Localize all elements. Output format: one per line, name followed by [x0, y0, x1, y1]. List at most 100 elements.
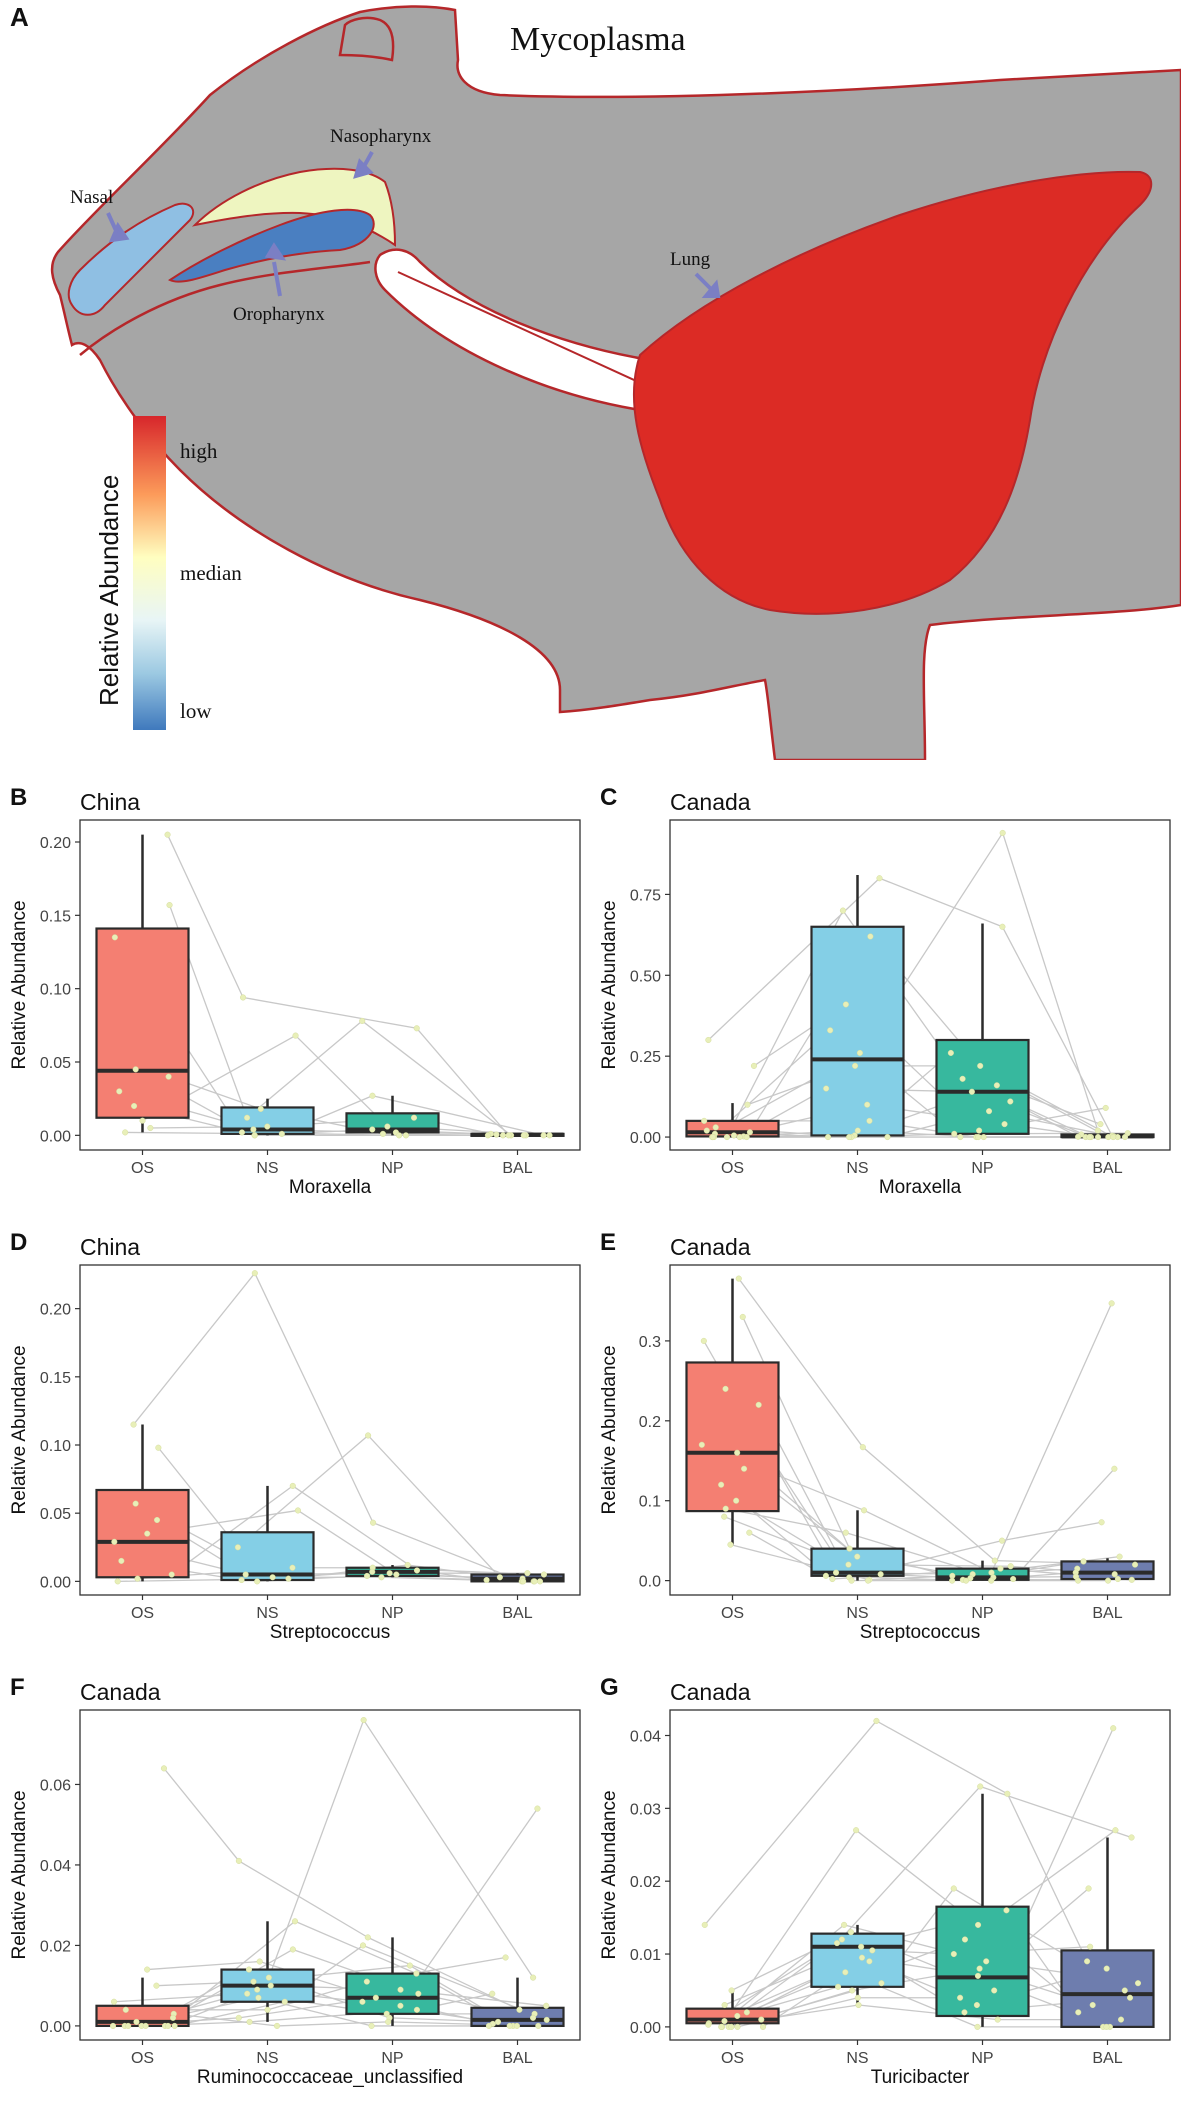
pair-line [704, 1720, 877, 1926]
data-point [1075, 1133, 1082, 1140]
data-point [856, 1049, 863, 1056]
chart-title: Canada [670, 1679, 751, 1705]
data-point [700, 1337, 707, 1344]
x-tick-label: OS [131, 2050, 154, 2067]
data-point [961, 2009, 968, 2016]
data-point [950, 1950, 957, 1958]
data-point [855, 2001, 862, 2009]
data-point [160, 1765, 167, 1772]
data-point [852, 1062, 859, 1069]
data-point [125, 2022, 132, 2029]
y-tick-label: 0.00 [40, 1574, 71, 1591]
data-point [759, 2023, 767, 2030]
data-point [372, 1994, 379, 2001]
data-point [1121, 1134, 1129, 1141]
x-tick-label: OS [131, 1605, 154, 1622]
pair-line [363, 1719, 534, 1978]
y-tick-label: 0.10 [40, 1438, 71, 1455]
data-point [866, 1117, 873, 1124]
pair-line [742, 1316, 851, 1549]
data-point [824, 1134, 832, 1141]
y-axis-label: Relative Abundance [9, 900, 30, 1069]
data-point [718, 1481, 725, 1488]
data-point [947, 1049, 954, 1056]
data-point [368, 2022, 375, 2029]
data-point [133, 2018, 140, 2025]
pair-line [171, 1485, 294, 1576]
data-point [1134, 1980, 1142, 1987]
data-point [267, 1982, 274, 1989]
data-point [869, 1947, 876, 1954]
data-point [122, 2006, 129, 2013]
box-ns [810, 875, 905, 1138]
data-point [1086, 1134, 1093, 1141]
pair-line [242, 996, 417, 1029]
pair-line [133, 1272, 256, 1425]
data-point [861, 1507, 868, 1514]
data-point [292, 1032, 299, 1039]
data-point [365, 1432, 372, 1439]
data-points [111, 1270, 548, 1585]
x-axis-label: Turicibacter [871, 2067, 970, 2088]
data-point [531, 1578, 538, 1585]
pair-line [720, 1829, 857, 2028]
label-nasal: Nasal [70, 187, 113, 208]
box-body [810, 925, 905, 1137]
pair-line [295, 1035, 388, 1127]
pair-line [163, 1767, 240, 1862]
data-point [250, 1978, 257, 1985]
data-point [839, 907, 846, 914]
box-body [95, 927, 190, 1119]
y-tick-label: 0.0 [639, 1574, 661, 1591]
box-os [685, 1990, 780, 2027]
data-point [235, 2014, 242, 2021]
y-tick-label: 0.15 [40, 908, 71, 925]
panel-letter-e: E [600, 1229, 616, 1256]
data-point [244, 1114, 251, 1121]
pair-line [1001, 1521, 1102, 1542]
panel-f-chart: F Canada 0.00 0.02 0.04 0.06 Relative Abundanc… [0, 1665, 590, 2110]
data-point [854, 1127, 861, 1134]
data-point [829, 1575, 836, 1583]
arrow-lung-head [701, 279, 721, 298]
data-point [985, 1108, 993, 1115]
panel-a-illustration: A Mycoplasma Nasal Nasopharynx Oropharyn… [0, 0, 1181, 760]
data-point [132, 1500, 139, 1507]
data-point [386, 1570, 393, 1577]
data-point [845, 1561, 852, 1568]
data-point [369, 1092, 376, 1099]
data-point [413, 1567, 421, 1574]
data-point [833, 1940, 841, 1947]
data-point [743, 2009, 750, 2016]
x-tick-label: NP [971, 1605, 993, 1622]
data-point [718, 2023, 725, 2030]
data-point [485, 2022, 492, 2029]
arrow-lung [694, 272, 714, 292]
pair-line [297, 1509, 397, 1576]
panel-f-svg: F Canada 0.00 0.02 0.04 0.06 Relative Abundanc… [9, 1674, 581, 2088]
arrow-nasopharynx-head [353, 158, 374, 179]
box-body [95, 1488, 190, 1579]
data-point [1089, 2001, 1096, 2009]
pair-line [361, 1020, 512, 1136]
data-point [1085, 1885, 1092, 1892]
data-points [111, 831, 553, 1139]
data-point [847, 1929, 855, 1936]
data-point [134, 1575, 141, 1582]
legend-low: low [180, 699, 212, 723]
pair-line [862, 1446, 996, 1562]
data-point [254, 1578, 261, 1585]
lung-region [632, 170, 1153, 615]
chart-title: Canada [670, 1234, 751, 1260]
data-point [483, 1576, 490, 1584]
y-tick-label: 0.06 [40, 1777, 71, 1794]
data-point [147, 1124, 154, 1132]
x-tick-label: BAL [1092, 2050, 1122, 2067]
data-point [413, 1025, 420, 1032]
panel-c-svg: C Canada 0.00 0.25 0.50 0.75 Relative Abundanc… [599, 784, 1171, 1198]
legend-title: Relative Abundance [94, 475, 124, 706]
y-axis-label: Relative Abundance [9, 1345, 30, 1514]
data-point [865, 1577, 872, 1584]
data-point [289, 1946, 296, 1953]
data-point [378, 1574, 385, 1581]
